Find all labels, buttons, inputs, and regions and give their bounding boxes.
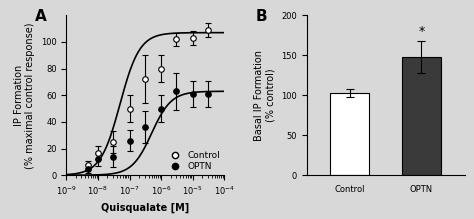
Y-axis label: Basal IP Formation
(% control): Basal IP Formation (% control) xyxy=(254,50,275,141)
Y-axis label: IP Formation
(% maximal control response): IP Formation (% maximal control response… xyxy=(14,22,36,168)
Text: A: A xyxy=(35,9,46,24)
Legend: Control, OPTN: Control, OPTN xyxy=(166,151,220,171)
Bar xyxy=(401,57,441,175)
Text: *: * xyxy=(418,25,425,38)
X-axis label: Quisqualate [M]: Quisqualate [M] xyxy=(101,203,190,213)
Bar xyxy=(330,93,369,175)
Text: B: B xyxy=(256,9,268,24)
